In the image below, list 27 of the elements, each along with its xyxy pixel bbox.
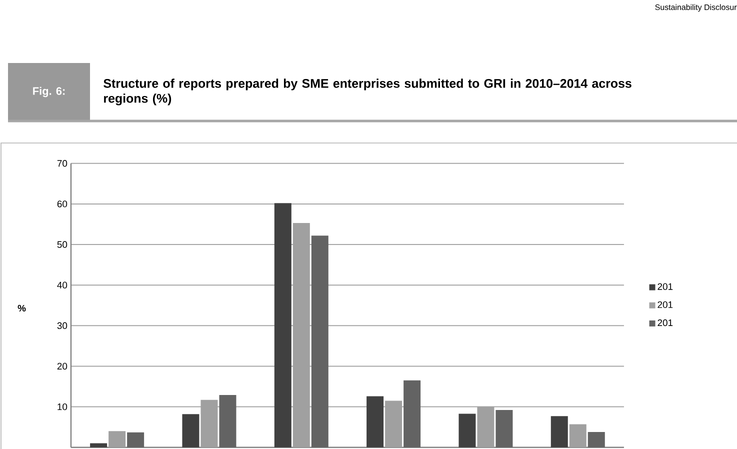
y-axis-title: % — [18, 304, 26, 312]
bar — [127, 432, 144, 448]
legend-label: 201 — [658, 319, 673, 326]
bar — [108, 431, 126, 448]
bar — [404, 380, 421, 448]
bar — [496, 410, 513, 448]
bar — [588, 432, 605, 448]
bar — [90, 443, 108, 448]
legend-label: 201 — [658, 283, 673, 290]
y-tick-label: 10 — [58, 403, 68, 410]
bar — [219, 395, 236, 448]
y-tick-label: 70 — [57, 160, 68, 167]
bar — [458, 414, 476, 448]
bar — [366, 396, 384, 448]
bar — [569, 424, 586, 448]
y-tick-label: 40 — [57, 282, 68, 288]
bar — [274, 203, 292, 448]
y-tick-label: 30 — [57, 322, 68, 330]
bar — [311, 236, 328, 448]
y-tick-label: 20 — [57, 362, 68, 370]
bar — [550, 416, 568, 448]
chart-title: Structure of reports prepared by SME enterprises submitted to GRI in 2010–2014 across regions (%) — [104, 78, 632, 106]
y-tick-label: 50 — [57, 241, 68, 248]
bar — [182, 414, 200, 448]
legend-label: 201 — [658, 301, 673, 308]
caption: Fig. 6: — [33, 86, 65, 98]
y-tick-label: 60 — [57, 200, 68, 208]
